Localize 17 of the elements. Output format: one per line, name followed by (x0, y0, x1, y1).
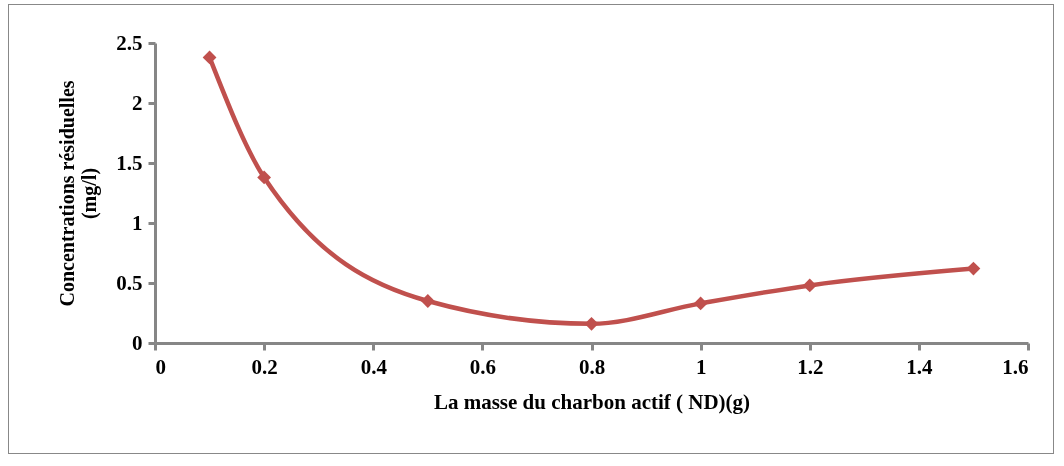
x-tick-label: 0.8 (578, 354, 606, 379)
x-axis-title: La masse du charbon actif ( ND)(g) (433, 389, 751, 414)
x-tick-label: 1.4 (906, 354, 933, 379)
y-tick-label: 2.5 (116, 30, 143, 55)
y-tick-label: 2 (132, 90, 143, 115)
x-tick-label: 0.6 (469, 354, 496, 379)
y-axis-title: Concentrations résiduelles (mg/l) (56, 80, 102, 307)
x-tick-label: 0.2 (251, 354, 278, 379)
x-tick-label: 1.6 (1002, 354, 1029, 379)
x-tick-label: 0 (155, 354, 166, 379)
y-tick-label: 0 (132, 330, 143, 355)
x-tick-label: 1.2 (797, 354, 824, 379)
y-tick-label: 0.5 (116, 270, 143, 295)
y-tick-label: 1 (132, 210, 143, 235)
x-tick-label: 1 (695, 354, 707, 379)
y-tick-label: 1.5 (116, 150, 143, 175)
x-tick-label: 0.4 (360, 354, 388, 379)
